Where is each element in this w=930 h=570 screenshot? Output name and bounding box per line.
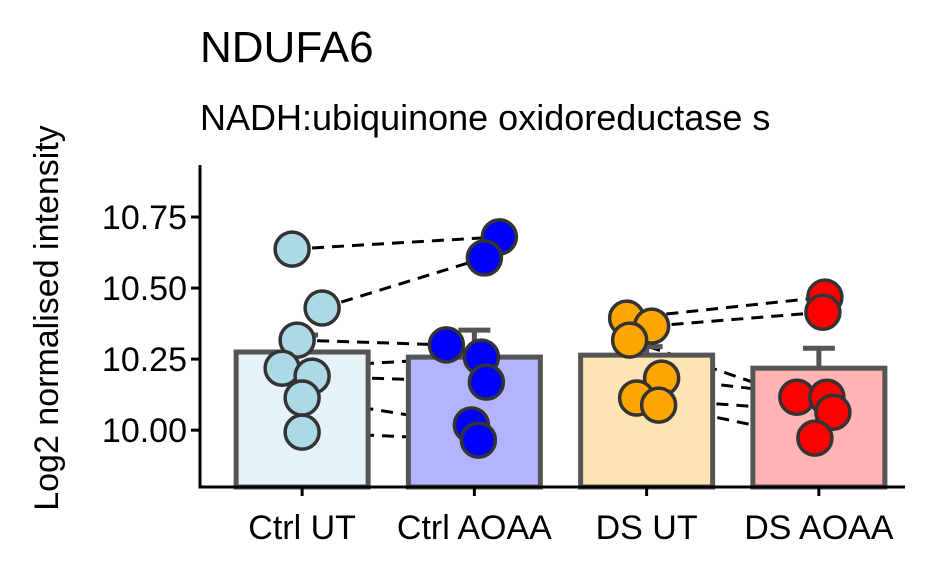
pair-line	[297, 338, 447, 347]
x-tick-label: DS AOAA	[744, 509, 894, 547]
pair-line	[626, 295, 826, 320]
data-point	[465, 239, 504, 277]
y-tick-label: 10.00	[102, 412, 187, 450]
x-tick-label: Ctrl UT	[248, 509, 356, 547]
chart-subtitle: NADH:ubiquinone oxidoreductase s	[200, 97, 770, 138]
data-point	[467, 363, 506, 401]
y-tick-label: 10.75	[102, 199, 187, 237]
data-point	[273, 230, 311, 268]
chart-title: NDUFA6	[200, 23, 374, 72]
data-point	[814, 393, 852, 432]
y-tick-label: 10.25	[102, 341, 187, 379]
pair-line	[292, 235, 500, 251]
pair-line	[651, 310, 823, 328]
y-tick-label: 10.50	[102, 270, 187, 308]
data-point	[639, 386, 678, 424]
data-point	[796, 419, 834, 457]
data-point	[427, 326, 466, 364]
y-axis-label: Log2 normalised intensity	[28, 125, 66, 511]
data-point	[283, 413, 321, 451]
data-point	[303, 289, 341, 327]
data-point	[283, 379, 321, 417]
data-point	[804, 293, 842, 331]
x-tick-label: Ctrl AOAA	[397, 509, 552, 547]
pair-line	[321, 256, 485, 310]
x-tick-label: DS UT	[596, 509, 698, 547]
data-point	[610, 321, 649, 359]
data-point	[459, 421, 498, 459]
